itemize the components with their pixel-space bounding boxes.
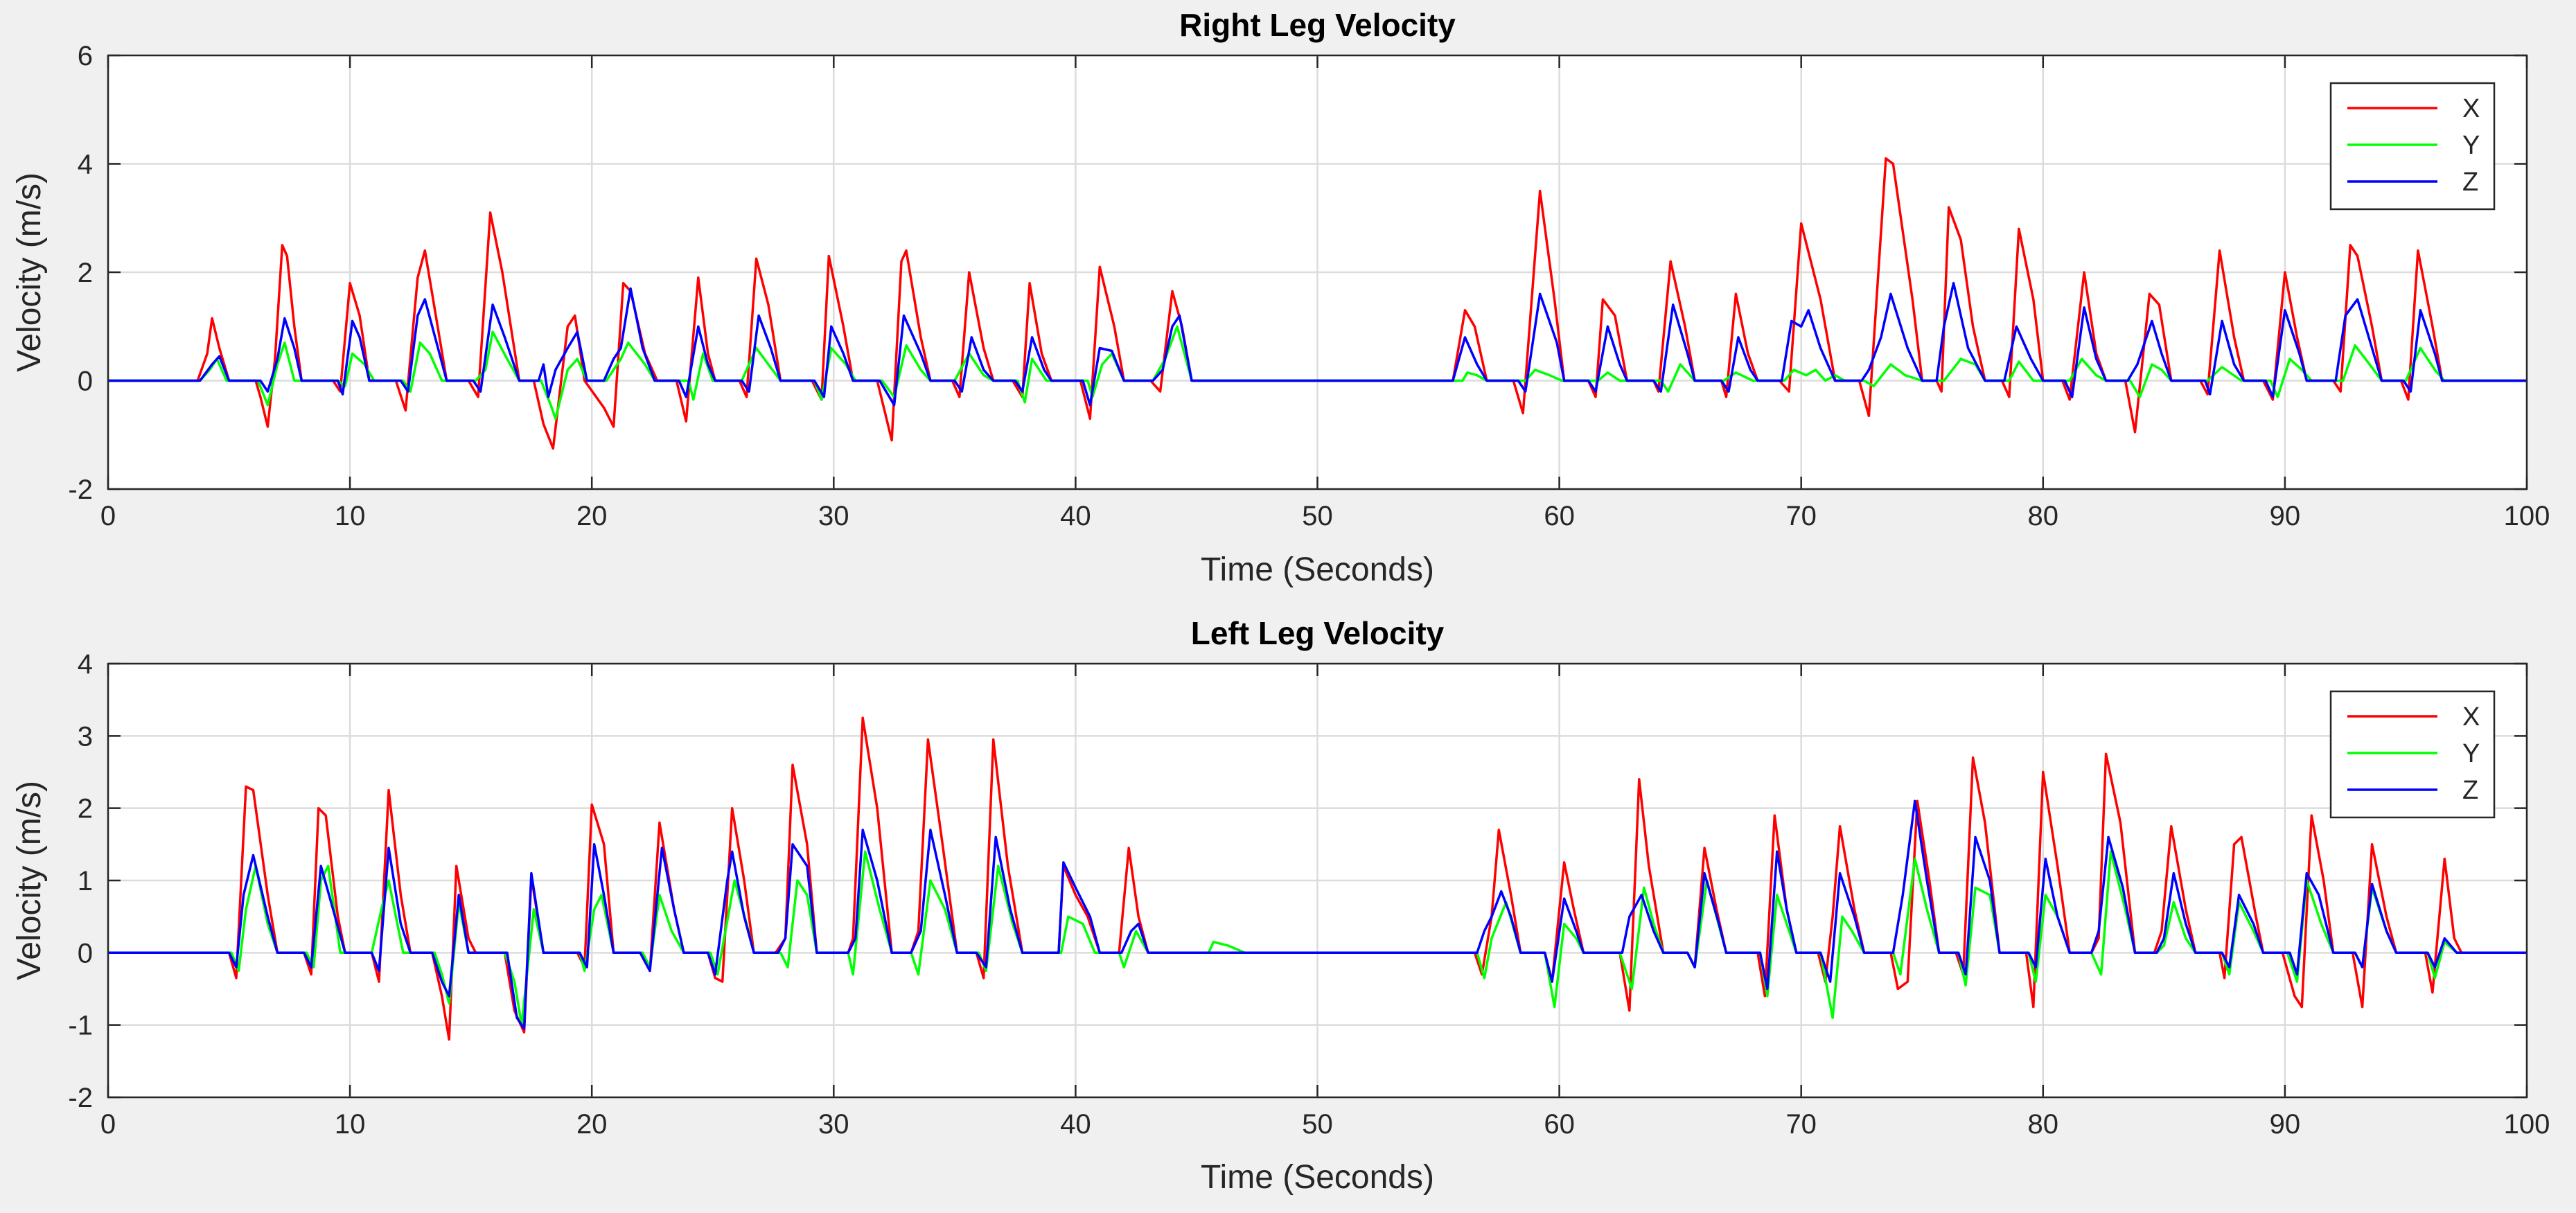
x-tick-label: 40 (1060, 501, 1091, 531)
x-tick-label: 0 (100, 501, 116, 531)
x-tick-label: 100 (2504, 501, 2550, 531)
x-tick-label: 10 (335, 501, 366, 531)
left-leg-velocity-chart: 0 10 20 30 40 50 60 70 80 90 100 -2 -1 0 1 2 3 4 Left Leg … (11, 615, 2550, 1196)
x-tick-label: 20 (576, 1109, 608, 1140)
x-tick-label: 50 (1302, 501, 1333, 531)
y-tick-label: 6 (78, 41, 93, 71)
series-line-z (108, 281, 2527, 407)
y-tick-label: 2 (78, 794, 93, 824)
legend: XYZ (2329, 82, 2496, 211)
x-tick-label: 80 (2028, 1109, 2059, 1140)
chart-title: Right Leg Velocity (1179, 7, 1456, 43)
y-tick-label: -2 (68, 475, 93, 505)
x-tick-label: 30 (818, 1109, 849, 1140)
x-tick-label: 70 (1785, 1109, 1817, 1140)
y-tick-label: 0 (78, 366, 93, 397)
x-tick-label: 60 (1544, 501, 1575, 531)
x-tick-label: 40 (1060, 1109, 1091, 1140)
legend-box (2329, 690, 2496, 819)
legend-label-x: X (2462, 94, 2480, 123)
x-tick-label: 100 (2504, 1109, 2550, 1140)
series-line-z (108, 799, 2527, 1030)
plot-frame (107, 54, 2528, 490)
legend-label-y: Y (2462, 131, 2480, 160)
x-tick-label: 20 (576, 501, 608, 531)
legend-label-z: Z (2462, 168, 2478, 197)
x-tick-label: 0 (100, 1109, 116, 1140)
legend: XYZ (2329, 690, 2496, 819)
plot-frame (107, 662, 2528, 1099)
legend-label-z: Z (2462, 776, 2478, 805)
y-tick-label: -1 (68, 1011, 93, 1041)
x-tick-label: 90 (2270, 1109, 2301, 1140)
x-tick-label: 90 (2270, 501, 2301, 531)
y-tick-label: -2 (68, 1083, 93, 1113)
y-tick-label: 2 (78, 258, 93, 288)
x-axis-label: Time (Seconds) (1201, 1159, 1434, 1196)
y-tick-label: 1 (78, 866, 93, 896)
y-tick-label: 4 (78, 649, 93, 680)
legend-box (2329, 82, 2496, 211)
x-tick-label: 50 (1302, 1109, 1333, 1140)
y-tick-label: 3 (78, 721, 93, 752)
y-tick-label: 0 (78, 938, 93, 968)
x-tick-label: 60 (1544, 1109, 1575, 1140)
chart-title: Left Leg Velocity (1191, 615, 1445, 651)
x-tick-label: 70 (1785, 501, 1817, 531)
x-tick-label: 30 (818, 501, 849, 531)
y-axis-label: Velocity (m/s) (11, 172, 48, 372)
legend-label-y: Y (2462, 739, 2480, 768)
legend-label-x: X (2462, 702, 2480, 732)
x-tick-label: 10 (335, 1109, 366, 1140)
y-tick-label: 4 (78, 150, 93, 180)
x-axis-label: Time (Seconds) (1201, 551, 1434, 588)
x-tick-label: 80 (2028, 501, 2059, 531)
y-axis-label: Velocity (m/s) (11, 781, 48, 980)
